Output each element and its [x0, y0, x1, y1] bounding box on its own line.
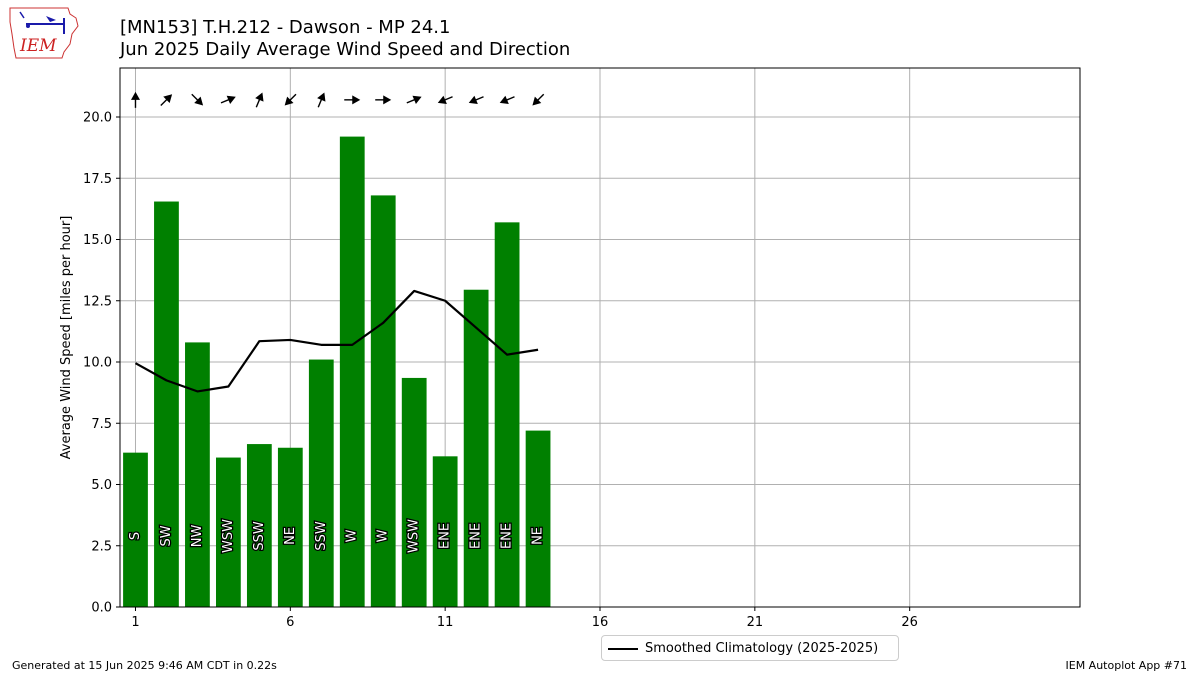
wind-arrow-icon [468, 95, 484, 105]
bar [308, 359, 334, 607]
bar [216, 457, 241, 607]
bar [246, 444, 272, 607]
direction-label: NE [531, 527, 546, 545]
bar [432, 456, 458, 607]
wind-arrow-icon [499, 95, 515, 105]
bar [339, 136, 365, 607]
bar [401, 377, 427, 607]
direction-label: W [345, 529, 360, 542]
x-tick-label: 26 [901, 615, 918, 630]
bar [185, 342, 210, 607]
bars [123, 136, 551, 607]
y-tick-label: 20.0 [83, 111, 112, 126]
direction-label: S [128, 532, 143, 540]
generated-timestamp: Generated at 15 Jun 2025 9:46 AM CDT in … [12, 659, 277, 672]
x-tick-label: 21 [747, 615, 764, 630]
wind-arrow-icon [255, 92, 264, 108]
y-tick-label: 10.0 [83, 356, 112, 371]
direction-label: SSW [314, 521, 329, 551]
wind-arrow-icon [375, 95, 392, 105]
direction-label: SW [159, 525, 174, 546]
direction-labels: S SW NW WSW SSW NE SSW W W WSW ENE ENE ENE NE [127, 518, 547, 555]
y-tick-label: 0.0 [91, 601, 112, 616]
direction-label: NW [190, 525, 205, 548]
y-tick-label: 15.0 [83, 233, 112, 248]
x-tick-label: 11 [437, 615, 454, 630]
wind-arrow-icon [130, 91, 140, 108]
wind-arrow-icon [532, 93, 545, 106]
chart-title-line2: Jun 2025 Daily Average Wind Speed and Di… [120, 39, 571, 60]
y-axis-label: Average Wind Speed [miles per hour] [59, 216, 74, 460]
x-tick-label: 1 [131, 615, 139, 630]
y-tick-label: 17.5 [83, 172, 112, 187]
iem-logo: IEM [9, 7, 79, 59]
axis-ticks: 0.02.55.07.510.012.515.017.520.01 6 11 16 21… [83, 111, 918, 631]
direction-label: ENE [469, 523, 484, 549]
bar [277, 447, 303, 607]
legend-line-swatch [608, 648, 638, 650]
logo-text: IEM [19, 36, 57, 56]
direction-label: WSW [221, 519, 236, 553]
y-tick-label: 2.5 [91, 539, 112, 554]
direction-label: NE [283, 527, 298, 545]
direction-label: SSW [252, 521, 267, 551]
legend: Smoothed Climatology (2025-2025) [601, 635, 899, 661]
bar [494, 222, 520, 607]
x-tick-label: 6 [286, 615, 294, 630]
direction-label: ENE [500, 523, 515, 549]
bar [525, 430, 551, 607]
wind-arrow-icon [437, 95, 453, 105]
climatology-polyline [134, 289, 539, 393]
wind-arrow-icon [284, 93, 297, 106]
wind-arrow-icon [406, 95, 422, 105]
x-tick-label: 16 [592, 615, 609, 630]
direction-label: W [376, 529, 391, 542]
climatology-line [134, 289, 539, 393]
wind-arrow-icon [160, 94, 173, 107]
y-tick-label: 12.5 [83, 294, 112, 309]
legend-label: Smoothed Climatology (2025-2025) [645, 641, 879, 656]
direction-label: WSW [407, 519, 422, 553]
y-tick-label: 7.5 [91, 417, 112, 432]
y-tick-label: 5.0 [91, 478, 112, 493]
iowa-outline-icon [9, 7, 79, 59]
wind-arrow-icon [317, 92, 326, 108]
bar [463, 289, 489, 607]
direction-label: ENE [438, 523, 453, 549]
wind-arrow-icon [191, 93, 204, 106]
chart-title-line1: [MN153] T.H.212 - Dawson - MP 24.1 [120, 17, 451, 38]
chart-title: [MN153] T.H.212 - Dawson - MP 24.1 Jun 2… [120, 17, 570, 61]
bar [123, 452, 148, 607]
direction-arrows [130, 91, 545, 108]
app-id: IEM Autoplot App #71 [1065, 659, 1188, 672]
bar [370, 195, 396, 607]
wind-arrow-icon [220, 95, 236, 105]
wind-arrow-icon [344, 95, 361, 105]
bar [154, 201, 179, 607]
